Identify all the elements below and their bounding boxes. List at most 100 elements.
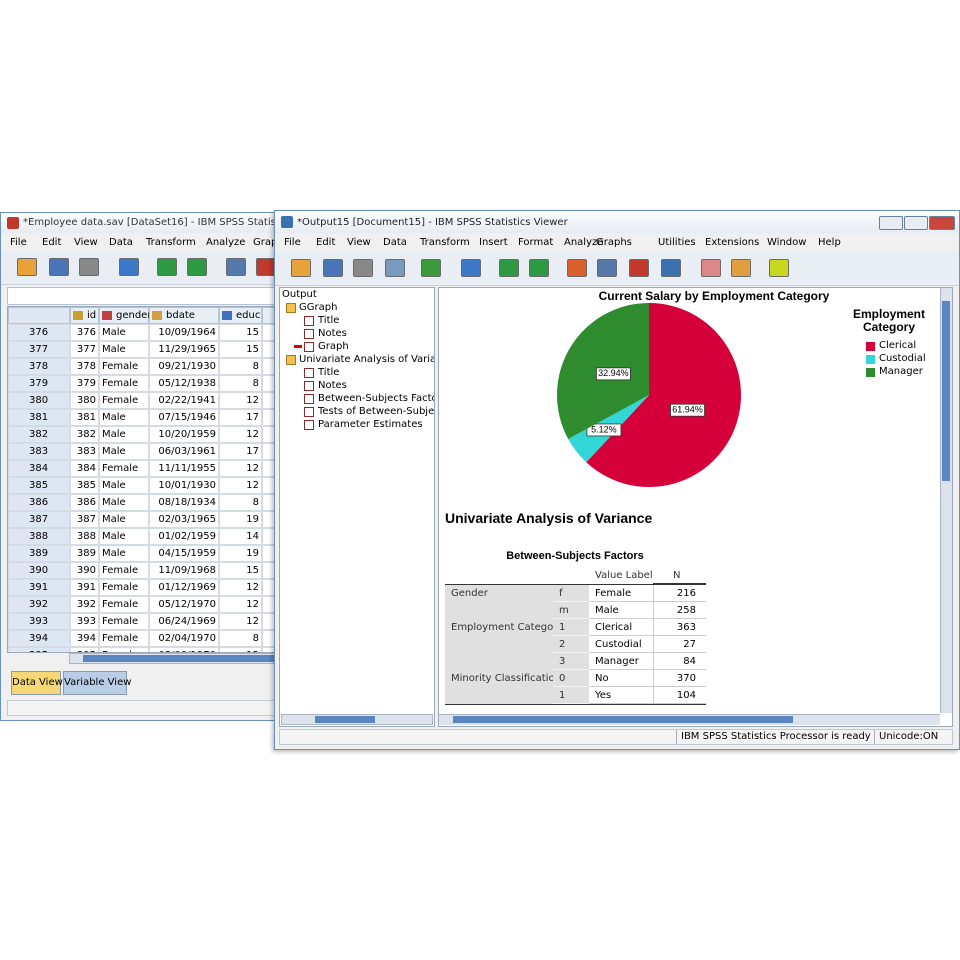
- row-number[interactable]: 388: [8, 528, 70, 545]
- row-number[interactable]: 376: [8, 324, 70, 341]
- menu-item[interactable]: Extensions: [705, 237, 760, 248]
- toolbar-icon[interactable]: [529, 259, 549, 277]
- toolbar-icon[interactable]: [597, 259, 617, 277]
- toolbar-icon[interactable]: [421, 259, 441, 277]
- toolbar-icon[interactable]: [49, 258, 69, 276]
- variable-icon: [73, 311, 83, 320]
- tree-leaf[interactable]: Notes: [318, 328, 347, 339]
- toolbar-icon[interactable]: [226, 258, 246, 276]
- row-number[interactable]: 384: [8, 460, 70, 477]
- close-button[interactable]: [929, 216, 955, 230]
- row-label: Manager: [589, 653, 653, 670]
- menu-item[interactable]: File: [10, 237, 27, 248]
- row-number[interactable]: 393: [8, 613, 70, 630]
- toolbar-icon[interactable]: [731, 259, 751, 277]
- toolbar-icon[interactable]: [119, 258, 139, 276]
- maximize-button[interactable]: [904, 216, 928, 230]
- data-cell: Male: [99, 341, 149, 358]
- tree-node[interactable]: Univariate Analysis of Variance: [299, 354, 434, 365]
- toolbar-icon[interactable]: [661, 259, 681, 277]
- row-number[interactable]: 385: [8, 477, 70, 494]
- row-group-label: Gender: [445, 585, 553, 619]
- tree-leaf[interactable]: Parameter Estimates: [318, 419, 423, 430]
- menu-item[interactable]: Utilities: [658, 237, 696, 248]
- menu-item[interactable]: Transform: [146, 237, 196, 248]
- view-tab[interactable]: Data View: [11, 671, 63, 695]
- row-number[interactable]: 382: [8, 426, 70, 443]
- toolbar-icon[interactable]: [187, 258, 207, 276]
- minimize-button[interactable]: [879, 216, 903, 230]
- row-number[interactable]: 395: [8, 647, 70, 652]
- menu-item[interactable]: File: [284, 237, 301, 248]
- data-cell: 376: [70, 324, 99, 341]
- row-number[interactable]: 394: [8, 630, 70, 647]
- row-number[interactable]: 386: [8, 494, 70, 511]
- toolbar-icon[interactable]: [79, 258, 99, 276]
- menu-item[interactable]: View: [347, 237, 371, 248]
- row-number[interactable]: 387: [8, 511, 70, 528]
- toolbar-icon[interactable]: [353, 259, 373, 277]
- menu-item[interactable]: Format: [518, 237, 554, 248]
- column-header[interactable]: id: [70, 307, 99, 324]
- menu-item[interactable]: Analyze: [206, 237, 246, 248]
- row-number[interactable]: 392: [8, 596, 70, 613]
- data-cell: 07/15/1946: [149, 409, 219, 426]
- tree-leaf[interactable]: Notes: [318, 380, 347, 391]
- menu-item[interactable]: Data: [109, 237, 133, 248]
- menu-item[interactable]: Window: [767, 237, 807, 248]
- data-cell: 17: [219, 443, 262, 460]
- toolbar-icon[interactable]: [291, 259, 311, 277]
- column-header[interactable]: gender: [99, 307, 151, 324]
- row-number[interactable]: 379: [8, 375, 70, 392]
- toolbar-icon[interactable]: [461, 259, 481, 277]
- toolbar-icon[interactable]: [17, 258, 37, 276]
- tree-node[interactable]: GGraph: [299, 302, 338, 313]
- menu-item[interactable]: Help: [818, 237, 841, 248]
- menu-item[interactable]: Transform: [420, 237, 470, 248]
- row-number[interactable]: 381: [8, 409, 70, 426]
- data-cell: 11/29/1965: [149, 341, 219, 358]
- toolbar-icon[interactable]: [701, 259, 721, 277]
- row-number[interactable]: 389: [8, 545, 70, 562]
- data-cell: 01/12/1969: [149, 579, 219, 596]
- row-number[interactable]: 378: [8, 358, 70, 375]
- data-label: 61.94%: [672, 405, 703, 415]
- column-header[interactable]: educ: [219, 307, 262, 324]
- menu-item[interactable]: Grap: [253, 237, 276, 248]
- menu-item[interactable]: Graphs: [596, 237, 632, 248]
- tree-root[interactable]: Output: [282, 289, 317, 300]
- menu-item[interactable]: Edit: [316, 237, 336, 248]
- data-cell: Female: [99, 358, 149, 375]
- toolbar-icon[interactable]: [499, 259, 519, 277]
- row-label: Clerical: [589, 619, 653, 636]
- toolbar-icon[interactable]: [629, 259, 649, 277]
- tree-leaf[interactable]: Title: [318, 315, 340, 326]
- row-number[interactable]: 380: [8, 392, 70, 409]
- menu-item[interactable]: Data: [383, 237, 407, 248]
- toolbar-icon[interactable]: [157, 258, 177, 276]
- data-cell: 02/03/1965: [149, 511, 219, 528]
- data-cell: 05/12/1938: [149, 375, 219, 392]
- row-number[interactable]: 377: [8, 341, 70, 358]
- toolbar-icon[interactable]: [567, 259, 587, 277]
- tree-leaf[interactable]: Tests of Between-Subjects: [318, 406, 435, 417]
- menu-item[interactable]: Insert: [479, 237, 508, 248]
- toolbar-icon[interactable]: [769, 259, 789, 277]
- data-cell: [262, 596, 275, 613]
- tree-leaf[interactable]: Title: [318, 367, 340, 378]
- tree-leaf[interactable]: Graph: [318, 341, 349, 352]
- toolbar-icon[interactable]: [256, 258, 275, 276]
- status-bar: [7, 700, 275, 716]
- column-header[interactable]: bdate: [149, 307, 219, 324]
- menu-item[interactable]: View: [74, 237, 98, 248]
- row-number[interactable]: 390: [8, 562, 70, 579]
- row-number[interactable]: 383: [8, 443, 70, 460]
- data-cell: 385: [70, 477, 99, 494]
- view-tab[interactable]: Variable View: [63, 671, 131, 695]
- menu-item[interactable]: Edit: [42, 237, 62, 248]
- tree-leaf[interactable]: Between-Subjects Factors: [318, 393, 435, 404]
- row-number[interactable]: 391: [8, 579, 70, 596]
- toolbar-icon[interactable]: [323, 259, 343, 277]
- menu-item[interactable]: Analyze: [564, 237, 604, 248]
- toolbar-icon[interactable]: [385, 259, 405, 277]
